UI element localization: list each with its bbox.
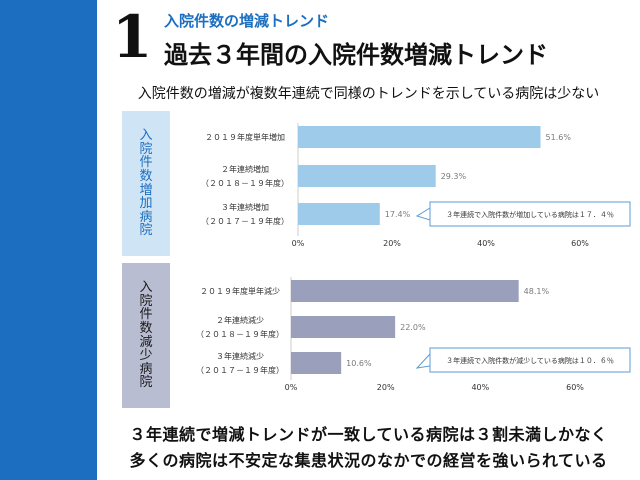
category-label: ２年連続増加: [221, 164, 269, 174]
callout-box: [429, 347, 631, 373]
bar: [291, 280, 519, 302]
panel-label-char: 院: [139, 293, 153, 309]
x-tick-label: 60%: [566, 383, 584, 392]
bar-value-label: 10.6%: [346, 359, 372, 368]
panel-label-char: 数: [139, 320, 153, 336]
category-label: （２０１７－１９年度）: [196, 365, 284, 375]
lead-text: 入院件数の増減が複数年連続で同様のトレンドを示している病院は少ない: [137, 86, 600, 102]
x-tick-label: 40%: [477, 239, 495, 248]
bar: [298, 203, 380, 225]
callout-box: [429, 201, 631, 227]
panel-label-char: 減: [139, 334, 153, 350]
callout-text: ３年連続で入院件数が増加している病院は１７．４％: [446, 210, 614, 219]
category-label: ３年連続減少: [216, 351, 264, 361]
panel-label-char: 入: [139, 279, 153, 295]
x-tick-label: 20%: [377, 383, 395, 392]
bar: [298, 126, 541, 148]
panel-label-char: 病: [139, 361, 153, 377]
x-tick-label: 0%: [292, 239, 305, 248]
panel-label-char: 件: [139, 307, 153, 323]
x-tick-label: 20%: [383, 239, 401, 248]
x-tick-label: 0%: [285, 383, 298, 392]
left-accent-bar: [0, 0, 97, 480]
category-label: ３年連続増加: [221, 202, 269, 212]
category-label: ２０１９年度単年増加: [205, 132, 285, 142]
panel-label-char: 件: [139, 155, 153, 171]
conclusion-line-2: 多くの病院は不安定な集患状況のなかでの経営を強いられている: [129, 451, 608, 470]
bar: [298, 165, 436, 187]
category-label: ２０１９年度単年減少: [200, 286, 280, 296]
section-subtitle: 入院件数の増減トレンド: [164, 12, 330, 30]
panel-label-char: 少: [139, 348, 153, 364]
bar: [291, 352, 342, 374]
x-tick-label: 60%: [571, 239, 589, 248]
page-title: 過去３年間の入院件数増減トレンド: [164, 41, 548, 69]
increase-panel-label: 入院件数増加病院: [122, 111, 170, 256]
callout-text: ３年連続で入院件数が減少している病院は１０．６％: [446, 356, 614, 365]
x-tick-label: 40%: [471, 383, 489, 392]
decrease-panel-label: 入院件数減少病院: [122, 263, 170, 408]
panel-label-char: 数: [139, 168, 153, 184]
bar: [291, 316, 396, 338]
bar-value-label: 29.3%: [441, 172, 467, 181]
callout-pointer: [415, 207, 431, 221]
bar-value-label: 48.1%: [524, 287, 550, 296]
category-label: （２０１７－１９年度）: [201, 216, 289, 226]
conclusion-line-1: ３年連続で増減トレンドが一致している病院は３割未満しかなく: [129, 425, 608, 444]
panel-label-char: 増: [139, 182, 153, 198]
bar-value-label: 17.4%: [385, 210, 411, 219]
section-number: 1: [112, 3, 153, 71]
panel-label-char: 院: [139, 223, 153, 239]
bar-value-label: 22.0%: [400, 323, 426, 332]
panel-label-char: 病: [139, 209, 153, 225]
category-label: （２０１８－１９年度）: [196, 329, 284, 339]
category-label: （２０１８－１９年度）: [201, 178, 289, 188]
panel-label-char: 院: [139, 375, 153, 391]
callout-pointer: [415, 352, 431, 369]
panel-label-char: 入: [139, 127, 153, 143]
panel-label-char: 院: [139, 141, 153, 157]
panel-label-char: 加: [139, 196, 153, 212]
bar-value-label: 51.6%: [546, 133, 572, 142]
category-label: ２年連続減少: [216, 315, 264, 325]
